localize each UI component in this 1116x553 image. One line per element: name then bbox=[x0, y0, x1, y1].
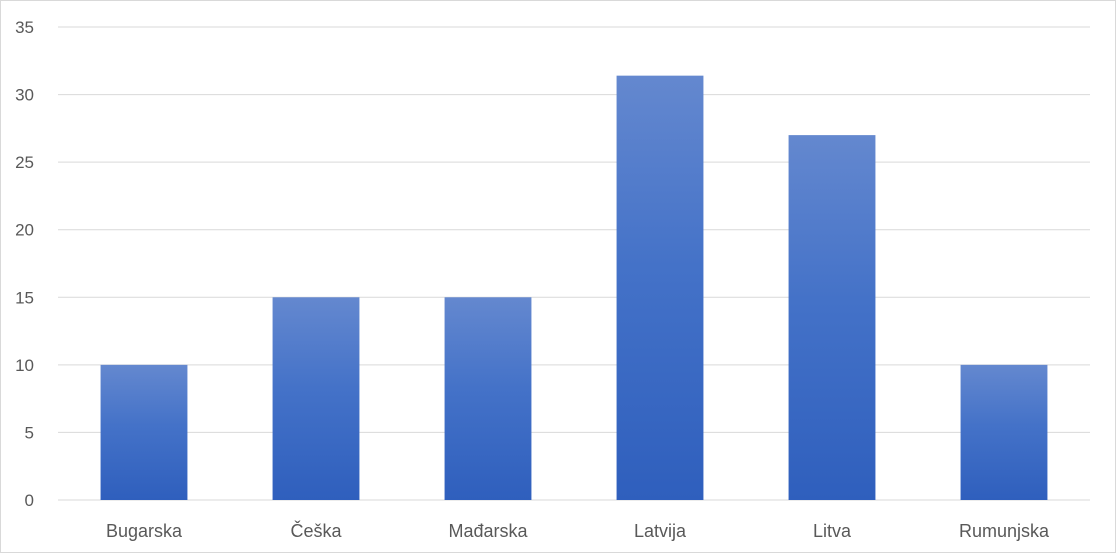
y-tick-label: 20 bbox=[15, 221, 34, 240]
bar-4 bbox=[616, 75, 704, 500]
bars bbox=[100, 75, 1048, 500]
x-category-label: Češka bbox=[290, 520, 342, 541]
y-tick-label: 10 bbox=[15, 356, 34, 375]
y-tick-label: 25 bbox=[15, 153, 34, 172]
x-category-label: Litva bbox=[813, 521, 852, 541]
y-tick-label: 5 bbox=[25, 423, 34, 442]
bar-3 bbox=[444, 297, 532, 500]
bar-1 bbox=[100, 364, 188, 500]
y-tick-label: 0 bbox=[25, 491, 34, 510]
x-category-label: Mađarska bbox=[448, 521, 528, 541]
x-category-label: Rumunjska bbox=[959, 521, 1050, 541]
bar-5 bbox=[788, 135, 876, 500]
bar-6 bbox=[960, 364, 1048, 500]
x-category-label: Latvija bbox=[634, 521, 687, 541]
x-category-label: Bugarska bbox=[106, 521, 183, 541]
y-axis-ticks: 0 5 10 15 20 25 30 35 bbox=[15, 18, 34, 510]
x-axis-labels: Bugarska Češka Mađarska Latvija Litva Rumunjs… bbox=[106, 520, 1050, 541]
gridlines bbox=[58, 26, 1090, 501]
bar-2 bbox=[272, 297, 360, 500]
y-tick-label: 30 bbox=[15, 86, 34, 105]
y-tick-label: 15 bbox=[15, 288, 34, 307]
y-tick-label: 35 bbox=[15, 18, 34, 37]
